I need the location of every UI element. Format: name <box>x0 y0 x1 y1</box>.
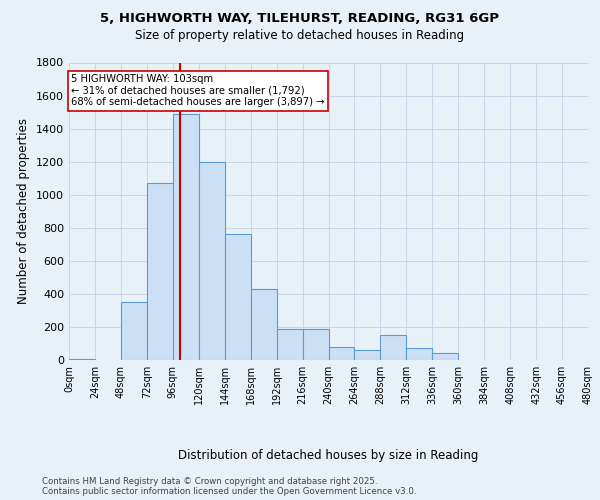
Bar <box>225 234 251 360</box>
X-axis label: Distribution of detached houses by size in Reading: Distribution of detached houses by size … <box>178 448 479 462</box>
Bar <box>277 330 302 360</box>
Text: Contains HM Land Registry data © Crown copyright and database right 2025.
Contai: Contains HM Land Registry data © Crown c… <box>42 476 416 496</box>
Bar <box>199 162 224 360</box>
Bar <box>380 335 406 360</box>
Bar <box>147 183 173 360</box>
Y-axis label: Number of detached properties: Number of detached properties <box>17 118 31 304</box>
Bar <box>406 348 432 360</box>
Bar <box>173 114 199 360</box>
Bar <box>251 289 277 360</box>
Bar <box>432 354 458 360</box>
Bar <box>329 347 355 360</box>
Bar <box>121 302 147 360</box>
Text: 5, HIGHWORTH WAY, TILEHURST, READING, RG31 6GP: 5, HIGHWORTH WAY, TILEHURST, READING, RG… <box>101 12 499 26</box>
Text: Size of property relative to detached houses in Reading: Size of property relative to detached ho… <box>136 29 464 42</box>
Text: 5 HIGHWORTH WAY: 103sqm
← 31% of detached houses are smaller (1,792)
68% of semi: 5 HIGHWORTH WAY: 103sqm ← 31% of detache… <box>71 74 325 108</box>
Bar <box>355 350 380 360</box>
Bar <box>302 330 329 360</box>
Bar <box>69 359 95 360</box>
